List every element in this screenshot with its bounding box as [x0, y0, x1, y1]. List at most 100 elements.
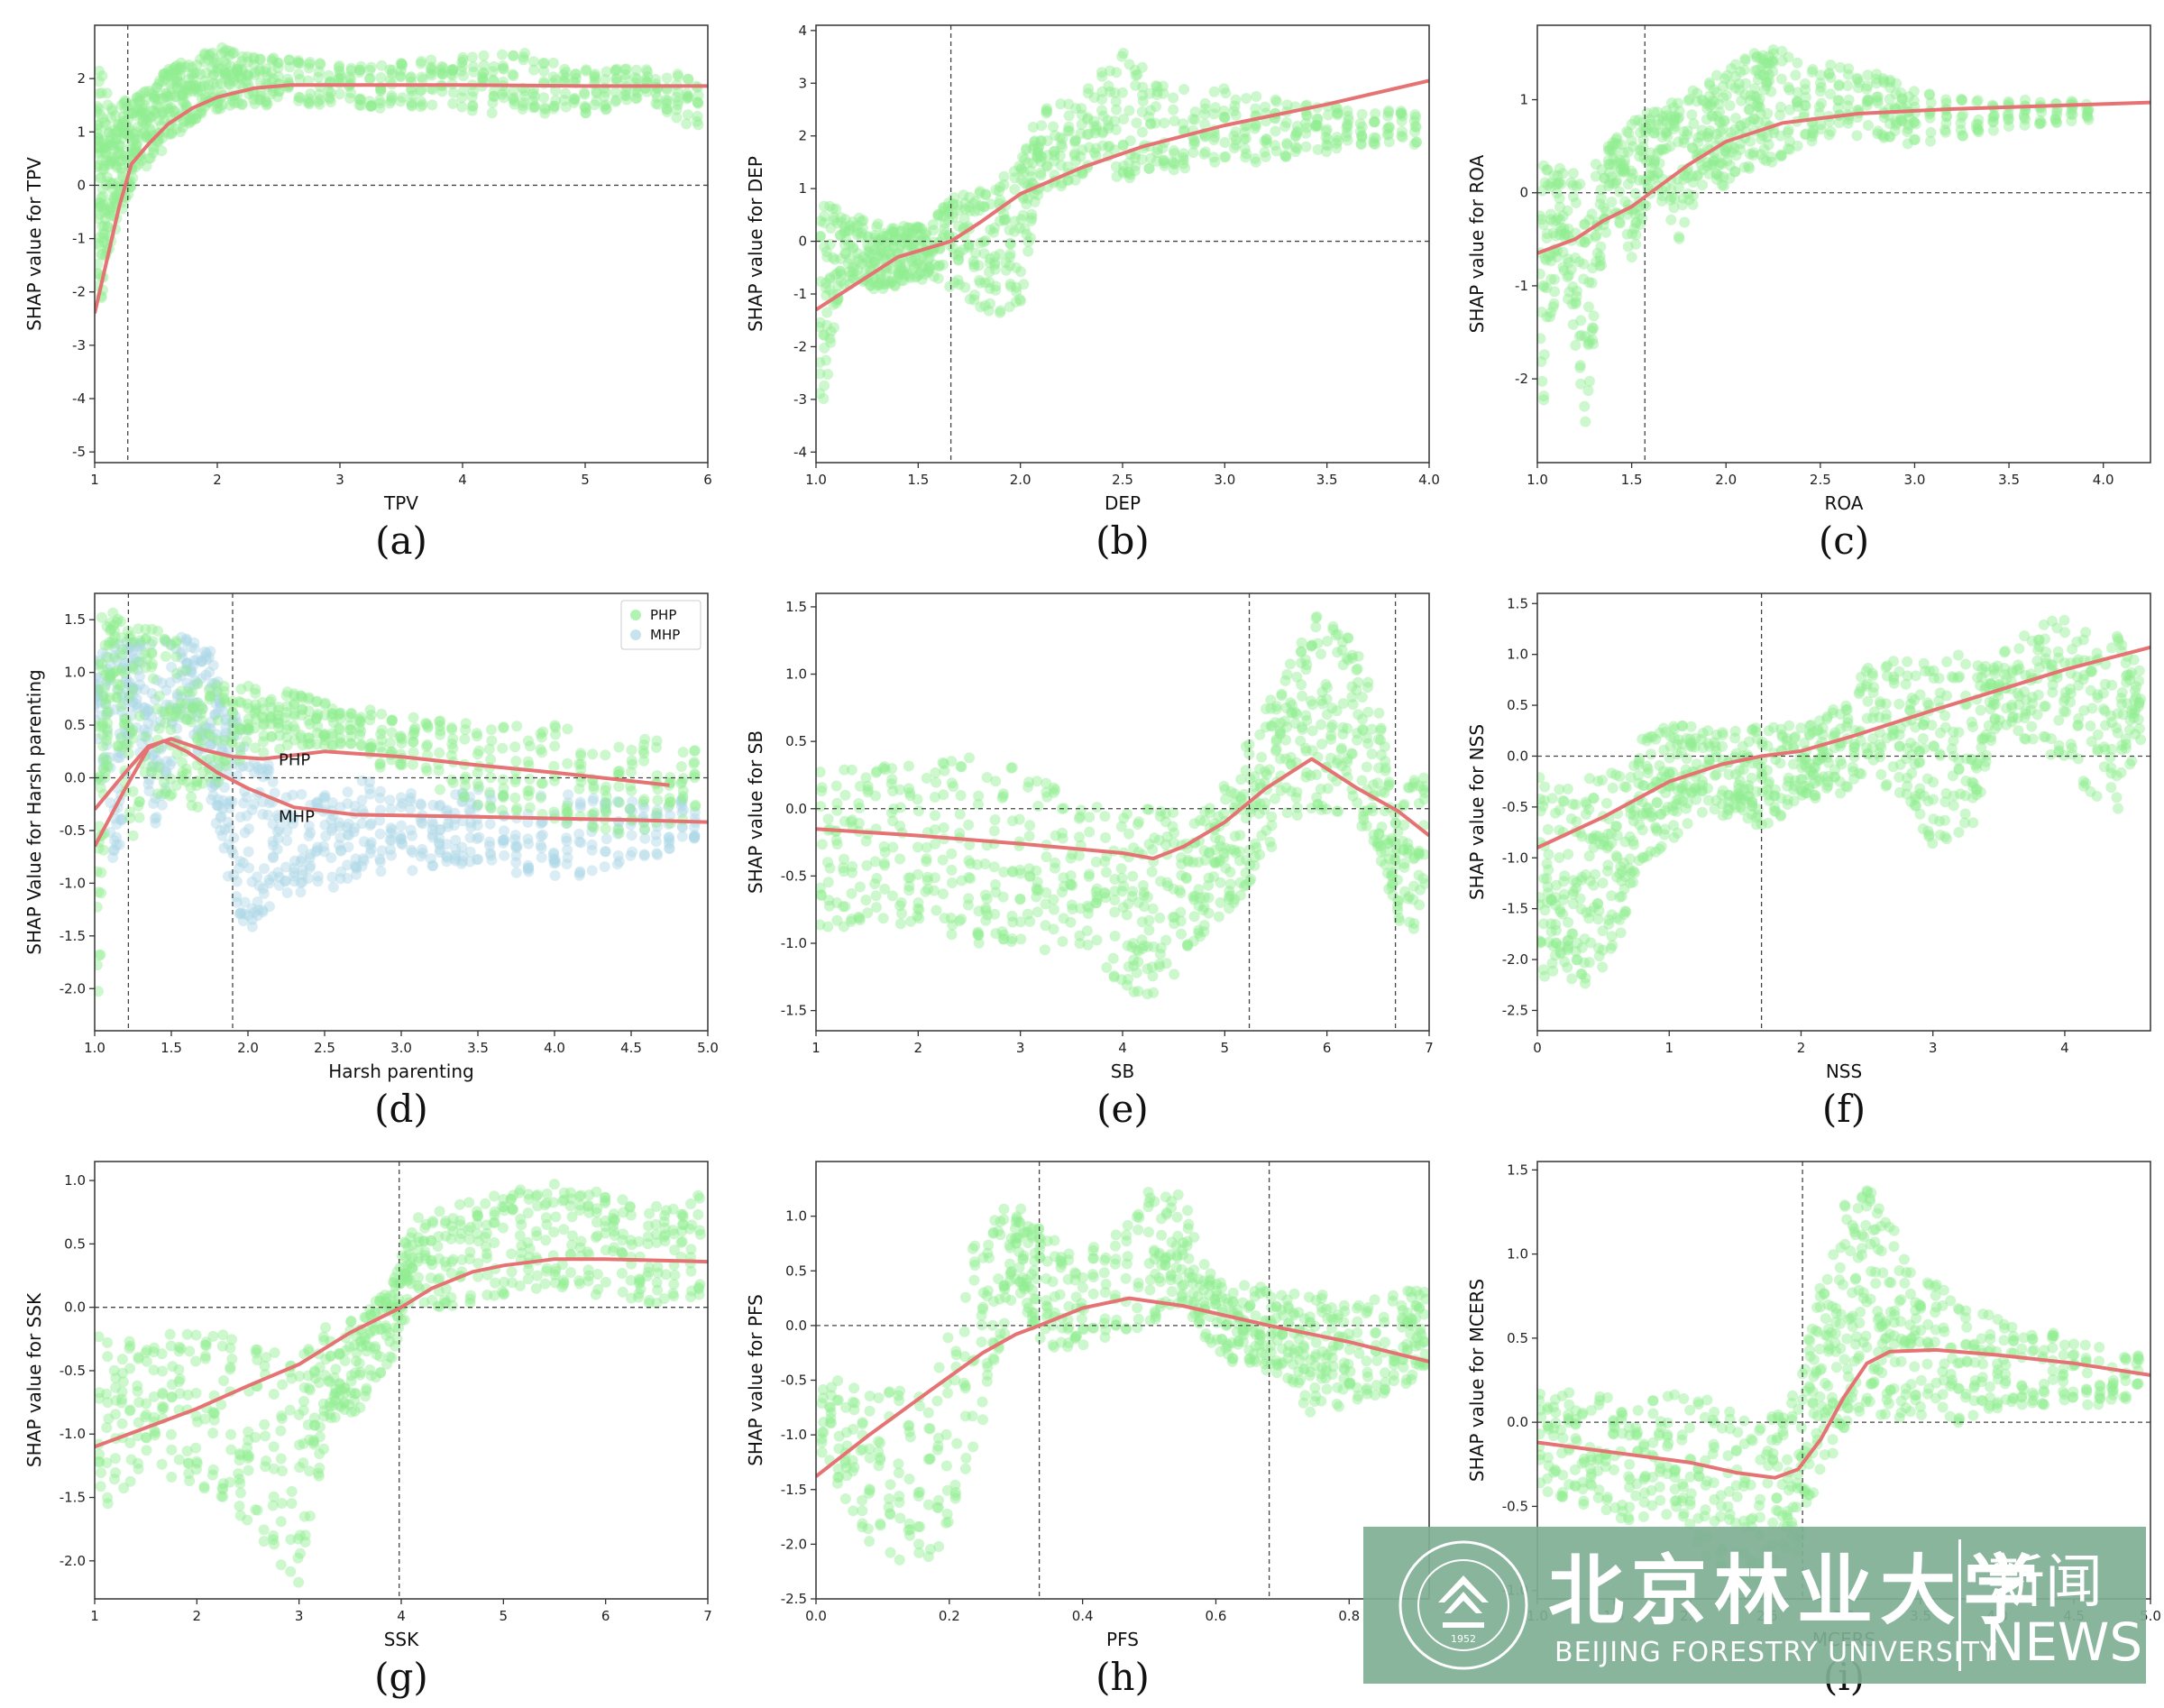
- data-point: [671, 112, 683, 124]
- data-point: [334, 88, 345, 100]
- data-point: [181, 677, 193, 689]
- data-point: [673, 70, 684, 82]
- data-point: [95, 692, 101, 703]
- data-point: [123, 114, 133, 125]
- data-point: [601, 781, 612, 793]
- data-point: [1640, 123, 1652, 134]
- data-point: [1018, 279, 1030, 290]
- data-point: [947, 212, 958, 224]
- data-point: [1673, 136, 1684, 148]
- data-point: [989, 257, 1001, 269]
- data-point: [1352, 709, 1364, 721]
- data-point: [1615, 158, 1627, 170]
- data-point: [289, 870, 300, 882]
- data-point: [562, 852, 573, 863]
- data-point: [1375, 724, 1387, 736]
- data-point: [105, 797, 116, 809]
- data-point: [1775, 151, 1786, 162]
- data-point: [1362, 738, 1374, 749]
- data-point: [1199, 119, 1211, 130]
- data-point: [1332, 107, 1343, 119]
- data-point: [407, 89, 418, 101]
- data-point: [1090, 897, 1102, 909]
- data-point: [235, 684, 247, 695]
- data-point: [600, 749, 611, 761]
- data-point: [95, 688, 104, 699]
- data-point: [1300, 745, 1312, 757]
- data-point: [197, 656, 208, 667]
- data-point: [816, 321, 825, 333]
- data-point: [215, 810, 227, 822]
- data-point: [1228, 897, 1240, 908]
- data-point: [879, 236, 891, 248]
- data-point: [844, 266, 856, 278]
- data-point: [547, 849, 559, 860]
- data-point: [529, 102, 541, 114]
- data-point: [132, 656, 143, 667]
- data-point: [964, 752, 975, 764]
- data-point: [620, 94, 632, 106]
- data-point: [95, 656, 105, 667]
- data-point: [1729, 166, 1741, 178]
- data-point: [839, 853, 849, 865]
- data-point: [818, 329, 830, 341]
- data-point: [996, 926, 1008, 937]
- x-tick-label: 3.5: [1316, 472, 1338, 488]
- data-point: [816, 368, 826, 380]
- data-point: [326, 814, 337, 826]
- data-point: [1000, 264, 1012, 276]
- data-point: [1629, 188, 1641, 199]
- data-point: [1291, 120, 1303, 132]
- data-point: [212, 707, 224, 719]
- data-point: [661, 103, 673, 115]
- data-point: [1280, 734, 1291, 746]
- data-point: [1179, 162, 1191, 174]
- data-point: [225, 730, 237, 742]
- data-point: [96, 154, 107, 166]
- data-point: [112, 118, 124, 130]
- data-point: [363, 73, 375, 85]
- data-point: [650, 829, 662, 840]
- x-tick-label: 2.5: [1112, 472, 1133, 488]
- data-point: [2051, 109, 2062, 121]
- data-point: [818, 393, 830, 404]
- data-point: [1099, 856, 1111, 868]
- data-point: [98, 220, 110, 232]
- data-point: [498, 783, 509, 794]
- data-point: [1755, 52, 1766, 64]
- data-point: [913, 255, 925, 267]
- data-point: [1197, 905, 1209, 916]
- data-point: [1940, 117, 1952, 129]
- data-point: [953, 205, 965, 216]
- data-point: [1552, 178, 1563, 189]
- data-point: [1376, 822, 1388, 832]
- x-tick-label: 2.5: [1810, 472, 1831, 488]
- x-tick-label: 3.5: [1998, 472, 2020, 488]
- data-point: [620, 85, 631, 96]
- data-point: [1720, 148, 1732, 160]
- data-point: [128, 146, 140, 158]
- data-point: [345, 62, 357, 74]
- data-point: [171, 702, 183, 712]
- data-point: [263, 874, 275, 886]
- data-point: [142, 778, 154, 790]
- data-point: [1565, 177, 1577, 188]
- data-point: [990, 928, 1002, 940]
- data-point: [972, 926, 984, 938]
- data-point: [1373, 838, 1384, 849]
- data-point: [1783, 84, 1795, 96]
- data-point: [1755, 149, 1766, 161]
- data-point: [484, 789, 496, 801]
- data-point: [510, 805, 522, 816]
- data-point: [1019, 223, 1031, 234]
- data-point: [671, 104, 683, 115]
- data-point: [1218, 111, 1230, 123]
- data-point: [243, 680, 254, 692]
- data-point: [96, 146, 106, 158]
- data-point: [1739, 88, 1751, 100]
- data-point: [924, 263, 935, 275]
- data-point: [227, 699, 239, 711]
- data-point: [175, 697, 187, 709]
- data-point: [258, 887, 270, 899]
- data-point: [949, 192, 960, 204]
